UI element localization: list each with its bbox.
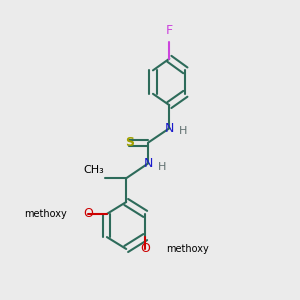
Text: O: O [83,207,93,220]
Text: methoxy: methoxy [166,244,209,254]
Text: F: F [166,24,173,37]
Text: methoxy: methoxy [24,209,67,219]
Text: N: N [143,157,153,170]
Text: S: S [125,136,134,149]
Text: H: H [158,162,166,172]
Text: H: H [178,126,187,136]
Text: N: N [165,122,174,135]
Text: O: O [140,242,150,256]
Text: CH₃: CH₃ [83,165,104,175]
